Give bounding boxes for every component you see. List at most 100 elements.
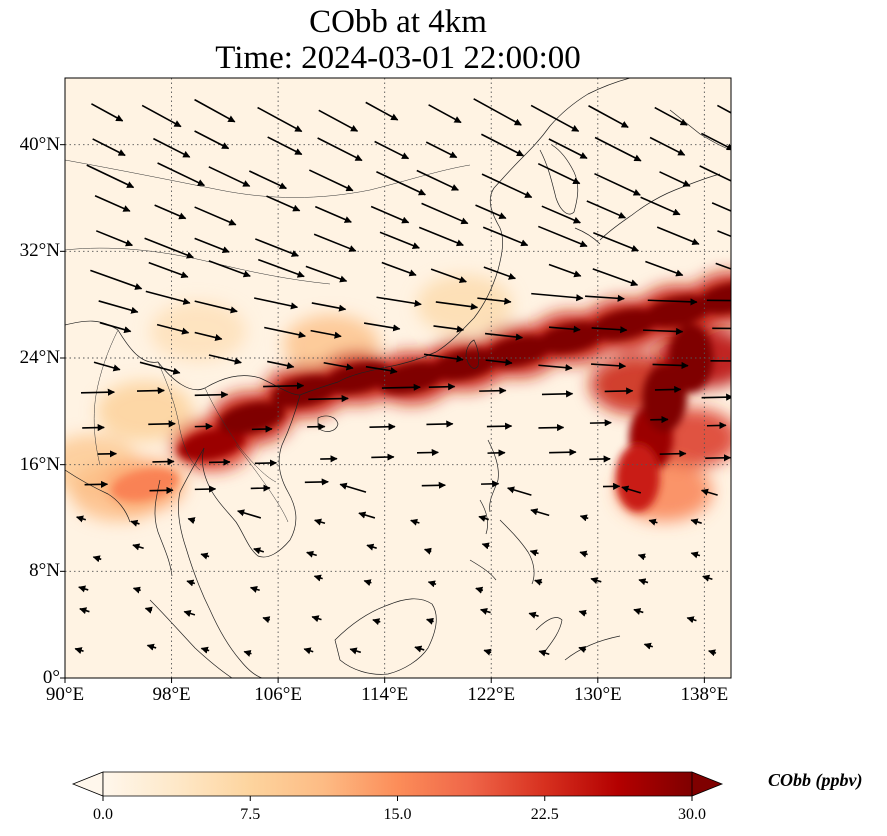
- colorbar: [71, 771, 724, 801]
- wind-vector: [529, 549, 539, 557]
- wind-vector: [423, 353, 464, 363]
- wind-vector: [90, 269, 143, 290]
- wind-vector: [139, 361, 181, 375]
- colorbar-label: CObb (ppbv): [768, 770, 863, 790]
- wind-vector: [93, 361, 121, 372]
- wind-vector: [475, 204, 507, 219]
- wind-vector: [591, 326, 628, 334]
- wind-vector: [481, 173, 533, 199]
- wind-vector: [257, 106, 303, 133]
- wind-vector: [80, 388, 115, 396]
- wind-vector: [659, 450, 687, 458]
- wind-vector: [146, 643, 157, 651]
- wind-vector: [483, 266, 516, 280]
- wind-vector: [701, 132, 731, 151]
- wind-vector: [365, 365, 398, 375]
- wind-vector: [255, 238, 299, 257]
- wind-vector: [262, 616, 271, 624]
- wind-vector: [91, 103, 124, 122]
- map-content: [65, 78, 731, 678]
- plume-point: [111, 468, 179, 501]
- wind-vector: [381, 383, 421, 391]
- wind-vector: [423, 547, 432, 555]
- wind-vector: [194, 206, 237, 226]
- wind-vector: [349, 647, 362, 655]
- wind-vector: [507, 486, 532, 496]
- wind-vector: [98, 300, 139, 314]
- wind-vector: [717, 230, 731, 238]
- wind-vector: [313, 574, 323, 582]
- wind-vectors: [74, 98, 731, 657]
- lat-tick-label: 0°: [42, 667, 60, 688]
- wind-vector: [428, 383, 456, 391]
- wind-vector: [314, 205, 352, 223]
- wind-vector: [654, 385, 682, 394]
- wind-vector: [314, 518, 326, 526]
- wind-vector: [579, 550, 588, 558]
- wind-vector: [548, 138, 588, 159]
- wind-vector: [593, 231, 639, 252]
- plume-point: [484, 335, 552, 368]
- lon-tick-label: 122°E: [467, 684, 516, 705]
- lon-tick-label: 90°E: [45, 684, 85, 705]
- colorbar-gradient: [103, 772, 692, 796]
- wind-vector: [381, 261, 417, 277]
- haze-patch: [150, 301, 247, 362]
- wind-vector: [705, 454, 731, 462]
- wind-vector: [304, 478, 329, 486]
- wind-vector: [92, 555, 102, 563]
- wind-vector: [376, 296, 422, 307]
- wind-vector: [76, 515, 87, 523]
- wind-vector: [130, 519, 140, 527]
- wind-vector: [482, 226, 529, 247]
- wind-vector: [578, 609, 587, 617]
- wind-vector: [534, 578, 543, 586]
- wind-vector: [148, 261, 189, 279]
- wind-vector: [339, 482, 367, 493]
- wind-vector: [645, 260, 684, 277]
- wind-vector: [538, 423, 565, 432]
- wind-vector: [183, 610, 196, 617]
- wind-vector: [208, 166, 251, 187]
- wind-vector: [208, 260, 251, 278]
- wind-vector: [266, 195, 301, 212]
- wind-vector: [435, 301, 479, 311]
- colorbar-extend-max: [691, 771, 724, 797]
- wind-vector: [323, 361, 354, 371]
- plume-point: [615, 444, 660, 512]
- wind-vector: [99, 321, 132, 334]
- wind-vector: [479, 387, 507, 395]
- wind-vector: [481, 542, 490, 550]
- wind-vector: [148, 420, 176, 428]
- wind-vector: [702, 574, 713, 582]
- wind-vector: [633, 608, 644, 615]
- colorbar-tick-label: 15.0: [383, 806, 412, 823]
- wind-vector: [200, 646, 210, 654]
- map-frame: [64, 77, 732, 679]
- wind-vector: [621, 485, 642, 494]
- wind-vector: [481, 133, 525, 157]
- wind-vector: [541, 205, 581, 224]
- haze-patch: [416, 274, 513, 335]
- wind-vector: [485, 358, 513, 366]
- wind-vector: [264, 326, 306, 339]
- wind-vector: [690, 518, 702, 526]
- wind-vector: [643, 642, 653, 650]
- wind-vector: [410, 518, 420, 526]
- wind-vector: [531, 292, 584, 302]
- wind-vector: [421, 202, 469, 225]
- wind-vector: [141, 104, 182, 128]
- wind-vector: [484, 332, 524, 341]
- wind-vector: [313, 233, 357, 252]
- axis-ticks: [60, 144, 705, 683]
- wind-vector: [309, 169, 354, 192]
- wind-vector: [478, 515, 489, 522]
- wind-vector: [92, 138, 126, 157]
- wind-vector: [194, 331, 223, 342]
- wind-vector: [473, 98, 522, 126]
- wind-vector: [640, 196, 681, 216]
- wind-vector: [706, 299, 731, 302]
- colorbar-tick-label: 30.0: [678, 806, 706, 823]
- lat-tick-label: 8°N: [29, 560, 60, 582]
- wind-vector: [537, 162, 581, 185]
